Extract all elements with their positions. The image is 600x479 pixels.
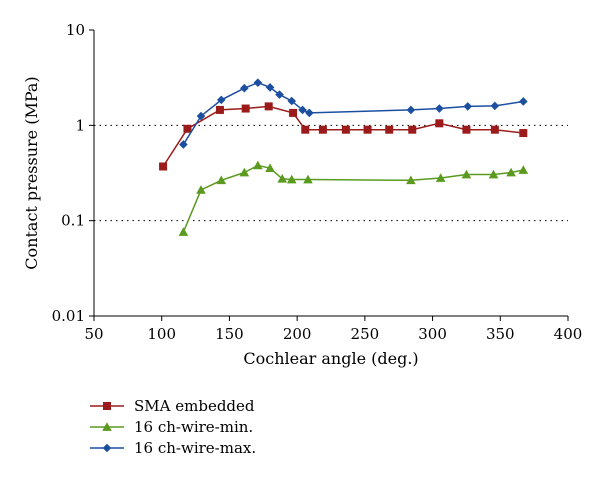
- data-point: [241, 104, 250, 113]
- y-tick-label: 0.01: [52, 307, 85, 325]
- data-point: [253, 78, 263, 88]
- data-point: [463, 102, 473, 111]
- data-point: [286, 174, 297, 184]
- data-point: [159, 162, 168, 171]
- data-point: [239, 167, 250, 177]
- data-point: [385, 125, 394, 134]
- data-point: [178, 227, 189, 236]
- grid-lines: [94, 124, 568, 222]
- data-point: [215, 105, 224, 114]
- data-point: [462, 125, 471, 134]
- data-point: [253, 160, 263, 170]
- data-point: [435, 104, 444, 113]
- data-point: [196, 185, 206, 194]
- data-point: [318, 125, 327, 134]
- data-point: [341, 125, 350, 134]
- data-point: [196, 111, 206, 121]
- y-tick-label: 10: [66, 21, 85, 39]
- data-point: [461, 169, 472, 179]
- x-ticks: 50 100 150 200 250 300 350 400: [84, 316, 582, 343]
- y-ticks: 0.01 0.1 1 10: [52, 21, 94, 325]
- data-point: [305, 108, 314, 118]
- x-axis-title: Cochlear angle (deg.): [243, 349, 418, 368]
- data-point: [298, 105, 307, 115]
- data-point: [301, 125, 310, 134]
- legend-label: 16 ch-wire-max.: [134, 439, 256, 457]
- data-point: [275, 90, 284, 99]
- legend-label: 16 ch-wire-min.: [134, 418, 253, 436]
- data-point: [408, 125, 417, 134]
- data-point: [488, 169, 499, 179]
- legend-marker: [102, 443, 112, 453]
- legend-label: SMA embedded: [134, 397, 255, 415]
- x-tick-label: 350: [486, 325, 515, 343]
- data-point: [216, 175, 227, 185]
- axes: [93, 30, 568, 317]
- data-point: [519, 129, 528, 138]
- data-point: [265, 83, 275, 92]
- legend: SMA embedded 16 ch-wire-min. 16 ch-wire-ma…: [90, 397, 256, 457]
- x-tick-label: 150: [215, 325, 244, 343]
- x-tick-label: 250: [351, 325, 380, 343]
- series-line: [182, 164, 524, 233]
- series-line: [162, 105, 524, 167]
- data-point: [490, 101, 500, 111]
- data-point: [240, 83, 249, 93]
- x-tick-label: 100: [147, 325, 176, 343]
- data-point: [490, 125, 499, 134]
- data-point: [265, 163, 275, 173]
- series-line: [182, 81, 524, 145]
- series-sma-embedded: [159, 102, 528, 171]
- series: [159, 78, 529, 236]
- x-tick-label: 50: [84, 325, 103, 343]
- y-tick-label: 0.1: [61, 212, 85, 230]
- data-point: [435, 119, 444, 128]
- legend-item-16-ch-wire-max: 16 ch-wire-max.: [90, 439, 256, 457]
- series-16-ch-wire-min: [178, 160, 529, 236]
- data-point: [435, 173, 446, 182]
- legend-marker: [103, 402, 111, 410]
- series-16-ch-wire-max: [179, 78, 528, 149]
- legend-item-16-ch-wire-min: 16 ch-wire-min.: [90, 418, 253, 436]
- legend-item-sma-embedded: SMA embedded: [90, 397, 255, 415]
- data-point: [264, 102, 273, 111]
- y-tick-label: 1: [75, 116, 85, 134]
- data-point: [179, 140, 188, 149]
- x-tick-label: 400: [554, 325, 583, 343]
- data-point: [303, 174, 313, 184]
- data-point: [287, 96, 297, 106]
- x-tick-label: 300: [418, 325, 447, 343]
- data-point: [183, 124, 192, 133]
- data-point: [519, 97, 528, 106]
- legend-marker: [102, 422, 112, 431]
- data-point: [363, 125, 372, 134]
- data-point: [277, 173, 288, 183]
- x-tick-label: 200: [283, 325, 312, 343]
- data-point: [406, 175, 416, 185]
- data-point: [518, 165, 529, 174]
- data-point: [406, 105, 416, 115]
- data-point: [289, 108, 298, 117]
- data-point: [217, 95, 226, 105]
- data-point: [506, 167, 516, 177]
- y-axis-title: Contact pressure (MPa): [22, 76, 41, 269]
